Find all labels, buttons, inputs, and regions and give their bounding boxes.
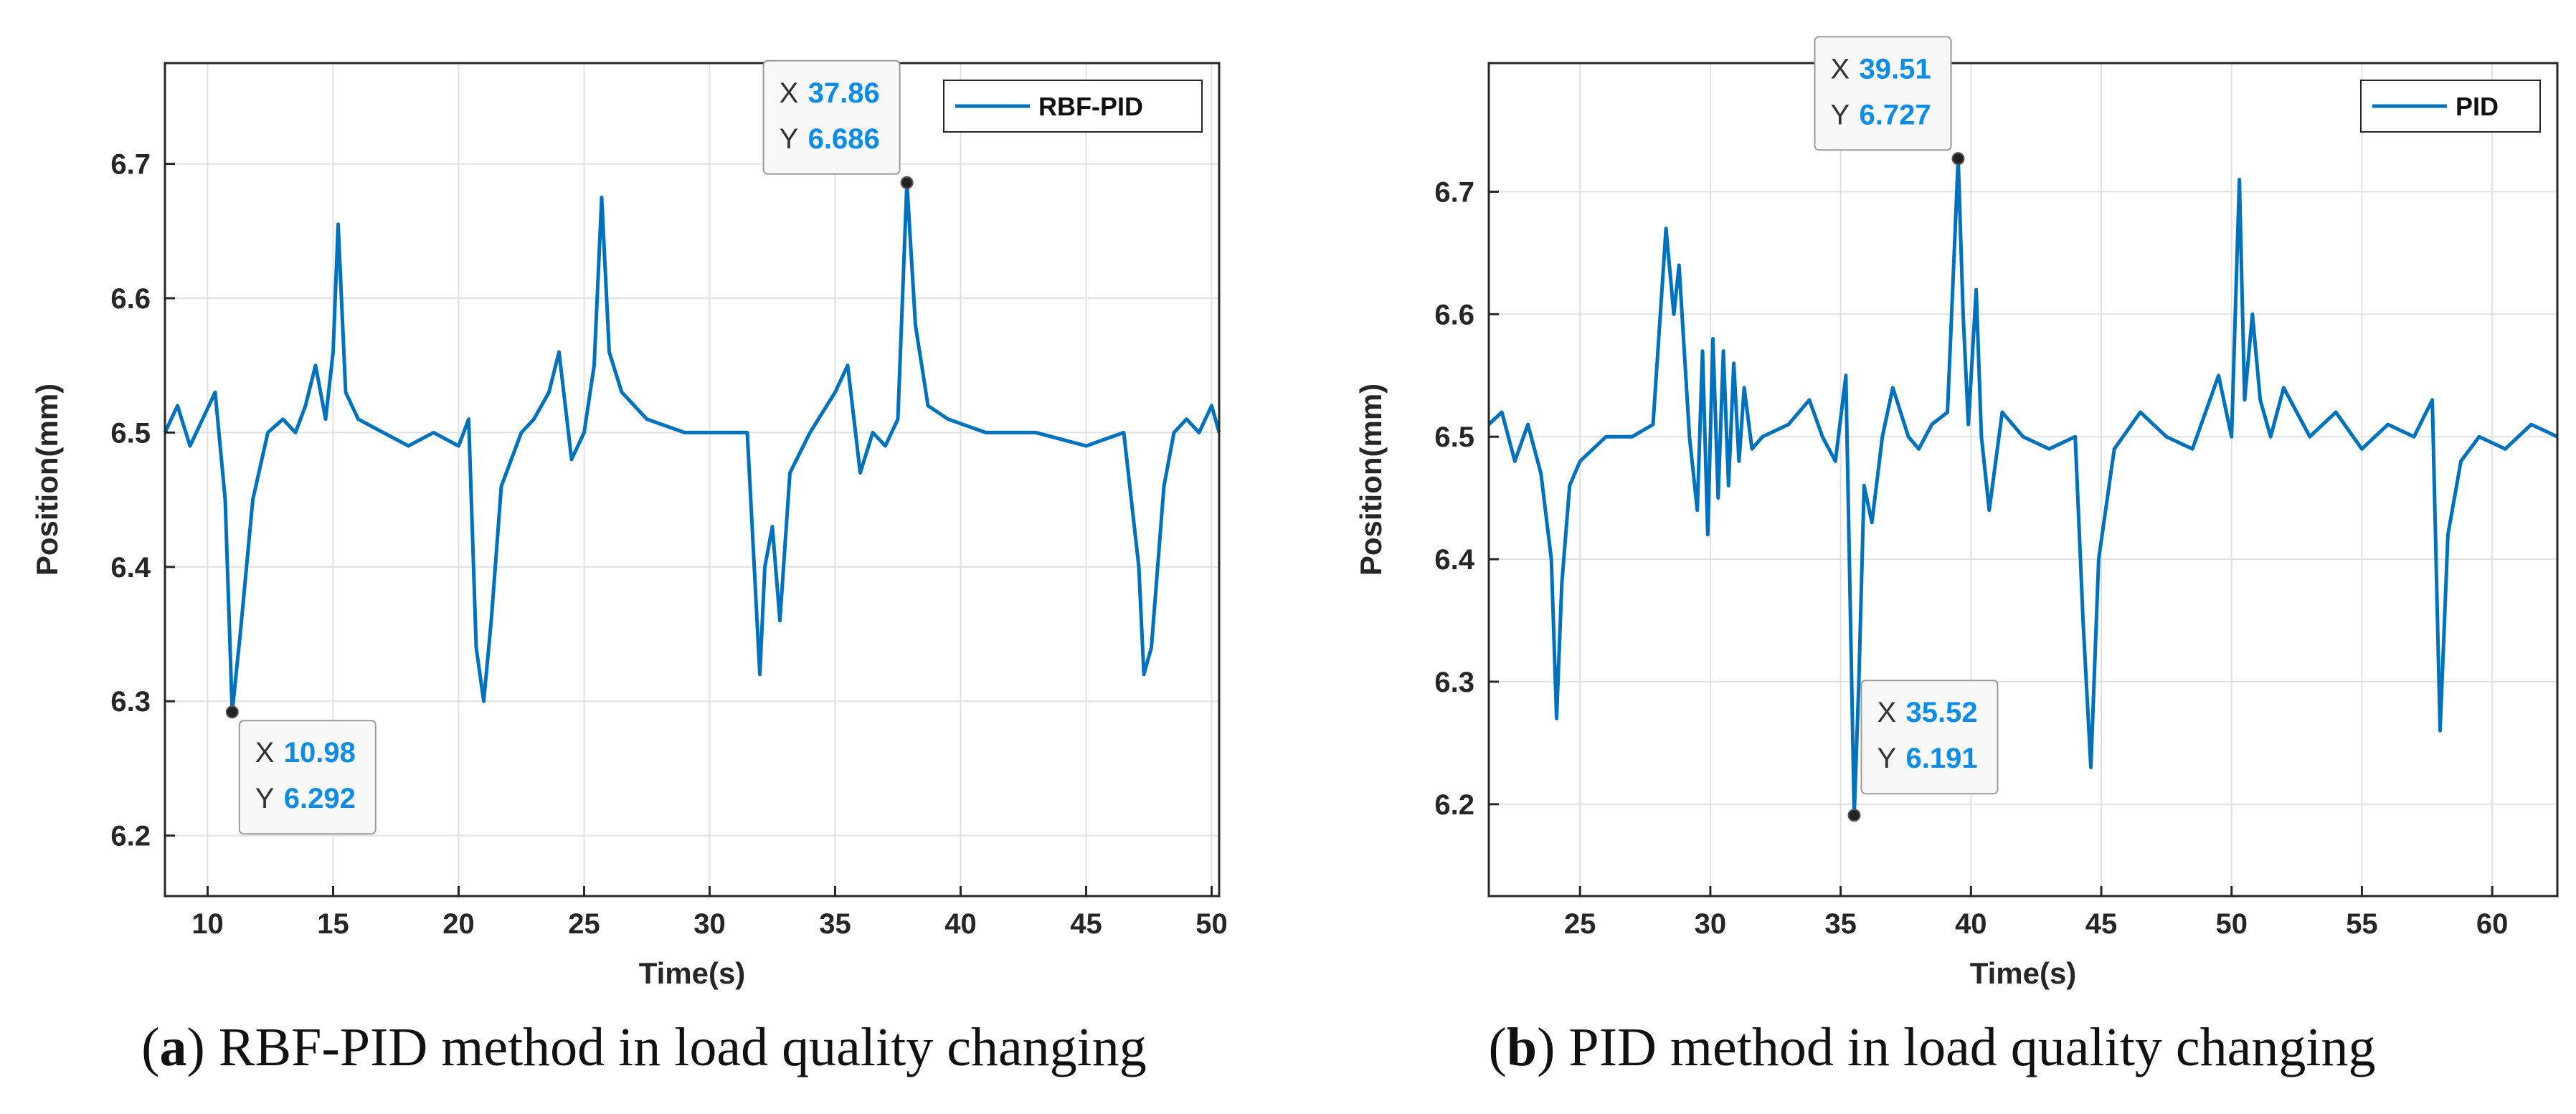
chart-b-xtick-label: 45 bbox=[2085, 908, 2118, 940]
chart-a-ytick-label: 6.7 bbox=[110, 149, 151, 181]
caption-b: (b) PID method in load quality changing bbox=[1488, 1017, 2376, 1077]
chart-a-series-line bbox=[163, 181, 1221, 714]
chart-b-xtick-label: 30 bbox=[1695, 908, 1727, 940]
chart-b-datatip-y-label: Y bbox=[1877, 743, 1897, 774]
chart-a-xtick-label: 45 bbox=[1070, 908, 1102, 940]
chart-b-ytick-label: 6.3 bbox=[1434, 667, 1474, 698]
chart-b-datatip-box bbox=[1860, 680, 1999, 795]
chart-a-axes-box bbox=[164, 62, 1221, 898]
chart-b-axes-box bbox=[1487, 62, 2559, 898]
chart-a-xtick-label: 40 bbox=[944, 908, 977, 940]
chart-a-xtick-label: 15 bbox=[317, 908, 349, 940]
chart-b-xtick-label: 55 bbox=[2346, 908, 2378, 940]
chart-b-ytick-label: 6.5 bbox=[1434, 422, 1474, 453]
chart-b-datatip-x-value: 35.52 bbox=[1906, 697, 1978, 728]
chart-a-datatip-y-value: 6.686 bbox=[808, 123, 880, 155]
caption-a-text: RBF-PID method in load quality changing bbox=[218, 1017, 1147, 1077]
chart-a-datatip-x-label: X bbox=[255, 737, 275, 768]
chart-b-datatip-marker bbox=[1951, 152, 1965, 166]
chart-b-datatip-y-value: 6.727 bbox=[1860, 99, 1931, 130]
chart-a-ytick-label: 6.4 bbox=[110, 552, 151, 584]
chart-a-datatip-x-value: 10.98 bbox=[284, 737, 356, 768]
chart-a-datatip-y-label: Y bbox=[255, 783, 275, 814]
chart-b-xlabel: Time(s) bbox=[1970, 956, 2077, 990]
chart-b-datatip-marker bbox=[1847, 809, 1861, 822]
chart-b-xtick-label: 35 bbox=[1824, 908, 1857, 940]
caption-a-label: a bbox=[159, 1017, 187, 1077]
chart-b-datatip-x-label: X bbox=[1831, 53, 1850, 85]
chart-a-ytick-label: 6.2 bbox=[110, 821, 151, 852]
chart-a-xtick-label: 30 bbox=[693, 908, 726, 940]
chart-b-datatip-1: X 39.51 Y 6.727 bbox=[1814, 36, 1965, 166]
chart-a-ytick-label: 6.3 bbox=[110, 686, 151, 718]
chart-a-ytick-label: 6.6 bbox=[110, 283, 151, 315]
chart-panel-b: 25 30 35 40 45 50 55 60 6.2 6.3 6.4 6.5 6.6 6.7 Time(s… bbox=[1288, 0, 2576, 1114]
chart-b-datatip-box bbox=[1814, 36, 1952, 151]
chart-a-datatip-box bbox=[238, 720, 377, 835]
chart-b-xtick-label: 60 bbox=[2476, 908, 2509, 940]
chart-b-series-line bbox=[1487, 156, 2559, 817]
chart-a-xlabel: Time(s) bbox=[639, 956, 746, 990]
chart-a-legend-label: RBF-PID bbox=[1038, 92, 1143, 121]
chart-a-xtick-label: 25 bbox=[568, 908, 600, 940]
chart-b-xtick-label: 40 bbox=[1955, 908, 1987, 940]
chart-b-xtick-label: 50 bbox=[2215, 908, 2248, 940]
chart-a-xtick-label: 10 bbox=[191, 908, 224, 940]
chart-a-datatip-2: X 37.86 Y 6.686 bbox=[762, 59, 914, 189]
chart-a-datatip-x-label: X bbox=[780, 77, 799, 109]
chart-b-legend-label: PID bbox=[2456, 92, 2499, 121]
chart-a-svg: 10 15 20 25 30 35 40 45 50 6.2 6.3 6.4 6.5 6.6 6.7 Time… bbox=[30, 59, 1228, 990]
caption-b-label: b bbox=[1506, 1017, 1538, 1077]
chart-a-datatip-y-value: 6.292 bbox=[284, 783, 356, 814]
chart-a-xtick-label: 35 bbox=[819, 908, 851, 940]
chart-b-ytick-label: 6.4 bbox=[1434, 544, 1474, 576]
chart-a-legend-box bbox=[943, 80, 1203, 133]
chart-b-svg: 25 30 35 40 45 50 55 60 6.2 6.3 6.4 6.5 6.6 6.7 Time(s… bbox=[1354, 36, 2559, 990]
chart-a-datatip-box bbox=[762, 59, 901, 175]
chart-b-ytick-label: 6.2 bbox=[1434, 789, 1474, 821]
chart-a-datatip-x-value: 37.86 bbox=[808, 77, 880, 109]
chart-a-xtick-label: 20 bbox=[442, 908, 475, 940]
chart-a-ytick-label: 6.5 bbox=[110, 417, 151, 449]
chart-b-datatip-y-value: 6.191 bbox=[1906, 743, 1978, 774]
chart-a-datatip-y-label: Y bbox=[780, 123, 799, 155]
chart-a-ylabel: Position(mm) bbox=[30, 384, 64, 576]
chart-b-plot-area bbox=[1489, 63, 2557, 896]
chart-b-ytick-label: 6.7 bbox=[1434, 176, 1474, 208]
chart-panel-a: 10 15 20 25 30 35 40 45 50 6.2 6.3 6.4 6.5 6.6 6.7 Time… bbox=[30, 59, 1228, 1077]
chart-b-datatip-y-label: Y bbox=[1831, 99, 1850, 130]
chart-a-datatip-1: X 10.98 Y 6.292 bbox=[225, 705, 377, 835]
chart-b-xtick-label: 25 bbox=[1564, 908, 1596, 940]
chart-a-datatip-marker bbox=[900, 176, 914, 189]
caption-a: (a) RBF-PID method in load quality chang… bbox=[141, 1017, 1147, 1077]
chart-b-datatip-x-value: 39.51 bbox=[1860, 53, 1931, 85]
chart-b-datatip-x-label: X bbox=[1877, 697, 1897, 728]
chart-a-datatip-marker bbox=[225, 705, 239, 719]
chart-b-ylabel: Position(mm) bbox=[1354, 384, 1388, 576]
chart-b-datatip-2: X 35.52 Y 6.191 bbox=[1847, 680, 1999, 822]
caption-b-text: PID method in load quality changing bbox=[1568, 1017, 2376, 1077]
chart-a-xtick-label: 50 bbox=[1195, 908, 1228, 940]
chart-b-ytick-label: 6.6 bbox=[1434, 299, 1474, 330]
